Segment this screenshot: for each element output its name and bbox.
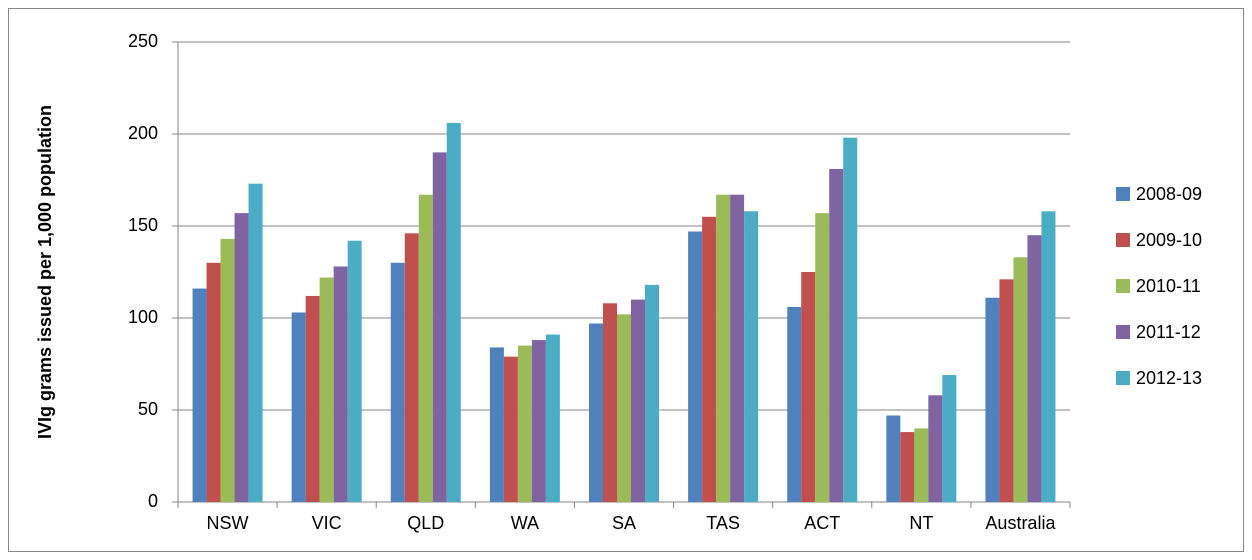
bar (801, 272, 816, 502)
bar (603, 303, 617, 502)
x-tick-label: QLD (407, 513, 444, 533)
bar (829, 168, 844, 502)
legend-label: 2009-10 (1136, 230, 1202, 250)
bar (886, 415, 901, 502)
bar (815, 213, 830, 502)
bar (617, 314, 631, 502)
y-tick-label: 50 (138, 399, 158, 419)
bar (928, 395, 943, 502)
y-tick-label: 0 (148, 491, 158, 511)
y-tick-label: 250 (128, 31, 158, 51)
x-tick-label: NT (909, 513, 933, 533)
bar (390, 262, 405, 502)
bar (305, 295, 320, 502)
x-tick-label: VIC (312, 513, 342, 533)
bar (900, 432, 915, 502)
bar (1041, 211, 1056, 502)
bar (446, 122, 461, 503)
x-tick-label: TAS (706, 513, 740, 533)
legend-swatch (1116, 187, 1130, 201)
bar (545, 334, 560, 502)
bar (787, 306, 802, 502)
x-tick-label: ACT (804, 513, 840, 533)
legend-swatch (1116, 233, 1130, 247)
legend-label: 2011-12 (1136, 322, 1201, 342)
bar (716, 194, 731, 502)
bar (333, 266, 348, 502)
bar (688, 231, 703, 502)
legend-label: 2010-11 (1136, 276, 1201, 296)
bar (319, 277, 334, 502)
bar (248, 183, 263, 502)
legend-swatch (1116, 325, 1130, 339)
bar (589, 323, 603, 502)
bar (843, 137, 858, 502)
bar (531, 340, 546, 502)
x-tick-label: Australia (985, 513, 1056, 533)
bar (1013, 257, 1028, 502)
bar (942, 375, 957, 502)
bar (404, 233, 419, 503)
y-tick-label: 150 (128, 215, 158, 235)
bar (1027, 235, 1042, 502)
bar (291, 312, 306, 502)
bar (645, 284, 659, 502)
bar (730, 194, 745, 502)
bar (192, 288, 207, 502)
bar (999, 279, 1014, 502)
bar (631, 299, 645, 502)
bar (914, 428, 929, 502)
legend-swatch (1116, 279, 1130, 293)
bar (206, 262, 221, 502)
bar (744, 211, 759, 502)
bar (517, 345, 532, 502)
x-tick-label: NSW (207, 513, 249, 533)
bar (234, 213, 249, 502)
legend-label: 2008-09 (1136, 184, 1202, 204)
bar (489, 347, 504, 502)
x-tick-label: WA (511, 513, 539, 533)
bar (985, 297, 1000, 502)
chart-border (8, 8, 1244, 552)
bar (432, 152, 447, 502)
bar (418, 194, 433, 502)
legend-label: 2012-13 (1136, 368, 1202, 388)
bar (702, 216, 717, 503)
y-tick-label: 100 (128, 307, 158, 327)
x-tick-label: SA (612, 513, 636, 533)
legend-swatch (1116, 371, 1130, 385)
y-tick-label: 200 (128, 123, 158, 143)
bar (347, 240, 362, 502)
bar (220, 238, 235, 502)
bar (503, 356, 518, 502)
y-axis-label: IVIg grams issued per 1,000 population (35, 104, 55, 440)
